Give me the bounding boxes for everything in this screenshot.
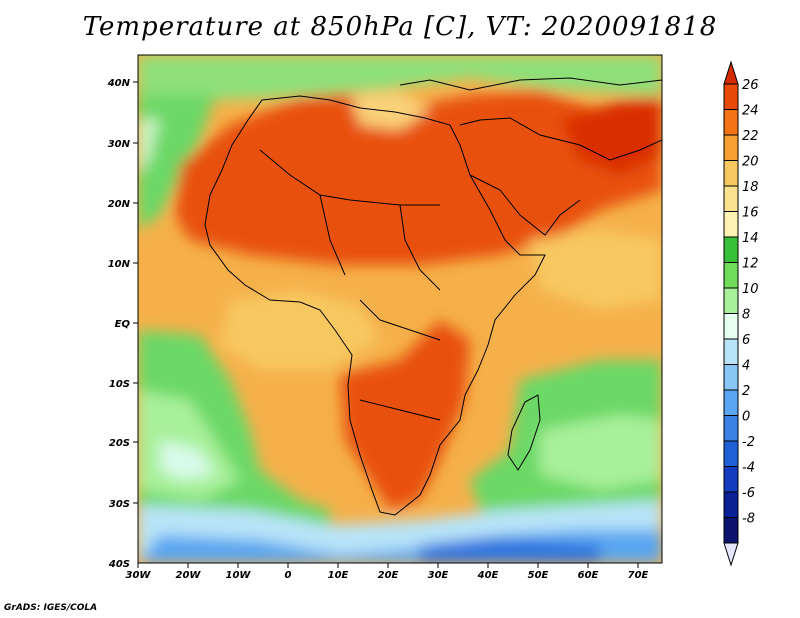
colorbar-tick-label: 4 [742,359,750,374]
grads-credit: GrADS: IGES/COLA [4,603,98,613]
colorbar-swatch [723,109,739,136]
lon-label: 60E [578,570,599,581]
lat-label: 40N [107,78,131,89]
colorbar-swatch [723,211,739,238]
colorbar-tick-label: -6 [742,486,755,501]
lat-label: 10S [109,379,130,390]
colorbar-tick-label: 14 [742,231,759,246]
lon-label: 30E [428,570,449,581]
colorbar-tick-label: 8 [742,308,750,323]
colorbar-swatch [723,517,739,544]
colorbar-tick-label: 6 [742,333,750,348]
lon-label: 40E [477,570,499,581]
colorbar-tick-label: -8 [742,512,755,527]
colorbar-swatch [723,134,739,161]
map-title: Temperature at 850hPa [C], VT: 202009181… [82,12,718,42]
coastlines [204,77,662,516]
colorbar-swatch [723,83,739,110]
colorbar-tick-label: -2 [742,435,755,450]
colorbar-tick-label: 18 [742,180,759,195]
colorbar-tick-label: 20 [742,155,759,170]
colorbar-swatch [723,287,739,314]
colorbar-tick-label: -4 [742,461,755,476]
colorbar-swatch [723,415,739,442]
colorbar-tick-label: 26 [742,78,759,93]
lon-label: 20E [378,570,399,581]
colorbar-swatch [723,466,739,493]
lat-label: 30S [109,499,130,510]
colorbar-tick-label: 16 [742,206,759,221]
colorbar-tick-label: 24 [742,104,759,119]
colorbar-tick-label: 0 [742,410,750,425]
colorbar-swatch [723,338,739,365]
lat-label: 40S [108,559,130,570]
colorbar-swatch [723,160,739,187]
colorbar-swatch [723,236,739,263]
colorbar-tick-label: 2 [742,384,750,399]
colorbar-tick-label: 10 [742,282,759,297]
lon-label: 30W [126,570,152,581]
temperature-field [138,55,662,563]
colorbar-tick-label: 22 [742,129,759,144]
colorbar-swatch [723,262,739,289]
lat-label: 10N [108,259,131,270]
lat-label: 30N [108,139,131,150]
colorbar-arrow-bottom [723,542,739,567]
lat-label: 20N [108,199,131,210]
colorbar-swatch [723,389,739,416]
lon-label: 50E [528,570,549,581]
colorbar-arrow-top [723,60,739,85]
lat-label: 20S [109,438,130,449]
colorbar-swatch [723,313,739,340]
lat-label: EQ [115,319,131,330]
lon-label: 20W [176,570,202,581]
lon-label: 10E [328,570,349,581]
colorbar-swatch [723,364,739,391]
plot-frame [137,54,663,564]
colorbar-swatch [723,440,739,467]
colorbar-swatch [723,491,739,518]
colorbar-tick-label: 12 [742,257,759,272]
lon-label: 70E [628,570,649,581]
colorbar-swatch [723,185,739,212]
lon-label: 0 [285,570,292,581]
lon-label: 10W [226,570,252,581]
